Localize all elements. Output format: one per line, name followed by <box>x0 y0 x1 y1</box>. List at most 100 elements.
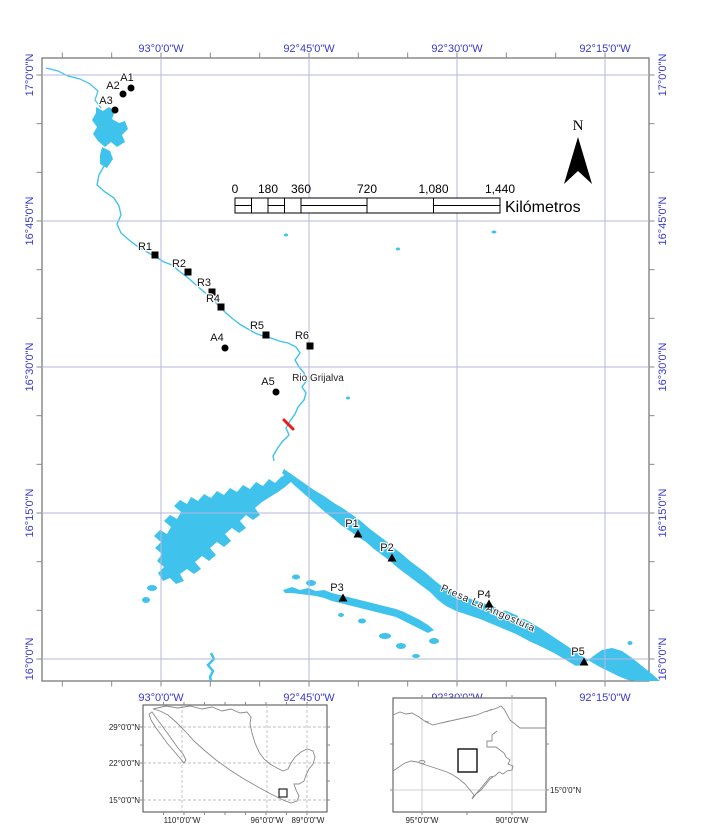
inset-mexico-lat-3: 15°0'0"N <box>109 796 140 805</box>
lake-upper <box>92 107 128 147</box>
inset-mexico-lat-1: 29°0'0"N <box>109 723 140 732</box>
river-south <box>206 652 216 682</box>
main-map: 0 180 360 720 1,080 1,440 Kilómetros N R… <box>24 43 669 704</box>
site-marker-r1 <box>151 251 159 259</box>
inset-mexico-ticks <box>140 702 330 815</box>
inset-region-lon-1: 95°0'0"W <box>406 816 439 825</box>
site-marker-a1 <box>127 84 135 92</box>
site-label-r6: R6 <box>295 330 309 342</box>
site-label-p1: P1 <box>345 518 358 530</box>
site-marker-r6 <box>306 342 314 350</box>
site-label-r4: R4 <box>206 293 220 305</box>
north-arrow: N <box>564 118 592 184</box>
inset-region-lat: 15°0'0"N <box>550 786 581 795</box>
site-marker-p5 <box>579 657 589 666</box>
site-marker-p1 <box>353 529 363 538</box>
scalebar: 0 180 360 720 1,080 1,440 Kilómetros <box>232 182 581 216</box>
north-arrow-icon <box>564 137 592 184</box>
site-label-p2: P2 <box>380 542 393 554</box>
site-marker-r3 <box>208 288 216 296</box>
site-label-r2: R2 <box>172 258 186 270</box>
axis-label-right-1: 17°0'0"N <box>657 54 669 97</box>
site-marker-r4 <box>217 303 225 311</box>
site-marker-a2 <box>119 90 127 98</box>
scalebar-tick: 1,080 <box>418 182 448 196</box>
site-label-a4: A4 <box>210 332 223 344</box>
site-label-a5: A5 <box>261 376 274 388</box>
site-marker-a3 <box>111 106 119 114</box>
lagoon-mark <box>418 760 426 764</box>
inset-mexico-labels: 29°0'0"N 22°0'0"N 15°0'0"N 110°0'0"W 96°… <box>109 723 325 825</box>
river-upper <box>45 67 102 109</box>
scalebar-unit: Kilómetros <box>505 199 581 216</box>
site-label-a1: A1 <box>120 72 133 84</box>
site-marker-p4 <box>484 599 494 608</box>
axis-label-top-4: 92°15'0"W <box>579 43 631 55</box>
inset-mexico-lon-3: 89°0'0"W <box>292 816 325 825</box>
axis-label-right-4: 16°15'0"N <box>657 488 669 537</box>
axis-label-left-2: 16°45'0"N <box>24 196 36 245</box>
site-marker-r5 <box>262 331 270 339</box>
reservoir-islands <box>456 596 528 619</box>
graticule <box>42 58 649 681</box>
axis-label-left-5: 16°0'0"N <box>24 638 36 681</box>
rio-grijalva <box>96 165 308 462</box>
site-marker-p3 <box>338 593 348 602</box>
axis-label-bottom-1: 93°0'0"W <box>138 692 184 704</box>
sites-r: R1 R2 R3 R4 R5 R6 <box>137 240 314 350</box>
site-label-p4: P4 <box>477 589 490 601</box>
axis-label-bottom-4: 92°15'0"W <box>579 692 631 704</box>
site-label-r5: R5 <box>250 320 264 332</box>
inset-mexico-extent-box <box>278 788 288 798</box>
axis-label-top-2: 92°45'0"W <box>283 43 335 55</box>
axis-label-left-3: 16°30'0"N <box>24 342 36 391</box>
axis-label-left-1: 17°0'0"N <box>24 54 36 97</box>
frame-ticks <box>36 52 655 687</box>
axis-label-top-3: 92°30'0"W <box>431 43 483 55</box>
red-dam-mark <box>282 418 295 431</box>
reservoir-main-body <box>282 469 660 681</box>
river-name-label: Rio Grijalva <box>292 373 344 384</box>
site-marker-a4 <box>221 344 229 352</box>
inset-mexico-lat-2: 22°0'0"N <box>109 759 140 768</box>
inset-region-extent-box <box>457 748 478 773</box>
site-marker-a5 <box>272 388 280 396</box>
site-label-r3: R3 <box>197 277 211 289</box>
axis-label-bottom-2: 92°45'0"W <box>283 692 335 704</box>
inset-region-labels: 15°0'0"N 95°0'0"W 90°0'0"W <box>406 786 582 825</box>
map-frame <box>41 57 650 682</box>
scalebar-tick: 180 <box>258 182 278 196</box>
axis-labels: 93°0'0"W 92°45'0"W 92°30'0"W 92°15'0"W 9… <box>24 43 669 704</box>
site-label-p3: P3 <box>330 582 343 594</box>
mexico-outline <box>148 705 316 804</box>
inset-mexico: 29°0'0"N 22°0'0"N 15°0'0"N 110°0'0"W 96°… <box>109 702 330 825</box>
sites-a: A1 A2 A3 A4 A5 <box>98 71 280 396</box>
sites-p: P1 P2 P3 P4 P5 <box>329 517 589 666</box>
site-label-a3: A3 <box>99 95 112 107</box>
inset-mexico-lon-2: 96°0'0"W <box>251 816 284 825</box>
site-marker-r2 <box>184 268 192 276</box>
region-outline <box>392 705 546 800</box>
inset-region-lon-2: 90°0'0"W <box>496 816 529 825</box>
scalebar-tick: 360 <box>291 182 311 196</box>
reservoir-west-lobe <box>154 474 292 584</box>
site-label-r1: R1 <box>138 241 152 253</box>
lake-upper-tail <box>100 147 113 168</box>
axis-label-right-3: 16°30'0"N <box>657 342 669 391</box>
site-label-p5: P5 <box>571 646 584 658</box>
scalebar-tick: 1,440 <box>485 182 515 196</box>
inset-mexico-lon-1: 110°0'0"W <box>164 816 201 825</box>
inset-mexico-frame <box>142 704 328 813</box>
axis-label-right-2: 16°45'0"N <box>657 196 669 245</box>
axis-label-right-5: 16°0'0"N <box>657 638 669 681</box>
site-marker-p2 <box>387 553 397 562</box>
axis-label-top-1: 93°0'0"W <box>138 43 184 55</box>
inset-region: 15°0'0"N 95°0'0"W 90°0'0"W <box>390 695 581 825</box>
scalebar-tick: 0 <box>232 182 239 196</box>
site-label-a2: A2 <box>106 80 119 92</box>
north-arrow-label: N <box>573 118 584 134</box>
inset-mexico-grid <box>143 705 327 812</box>
scalebar-tick: 720 <box>357 182 377 196</box>
